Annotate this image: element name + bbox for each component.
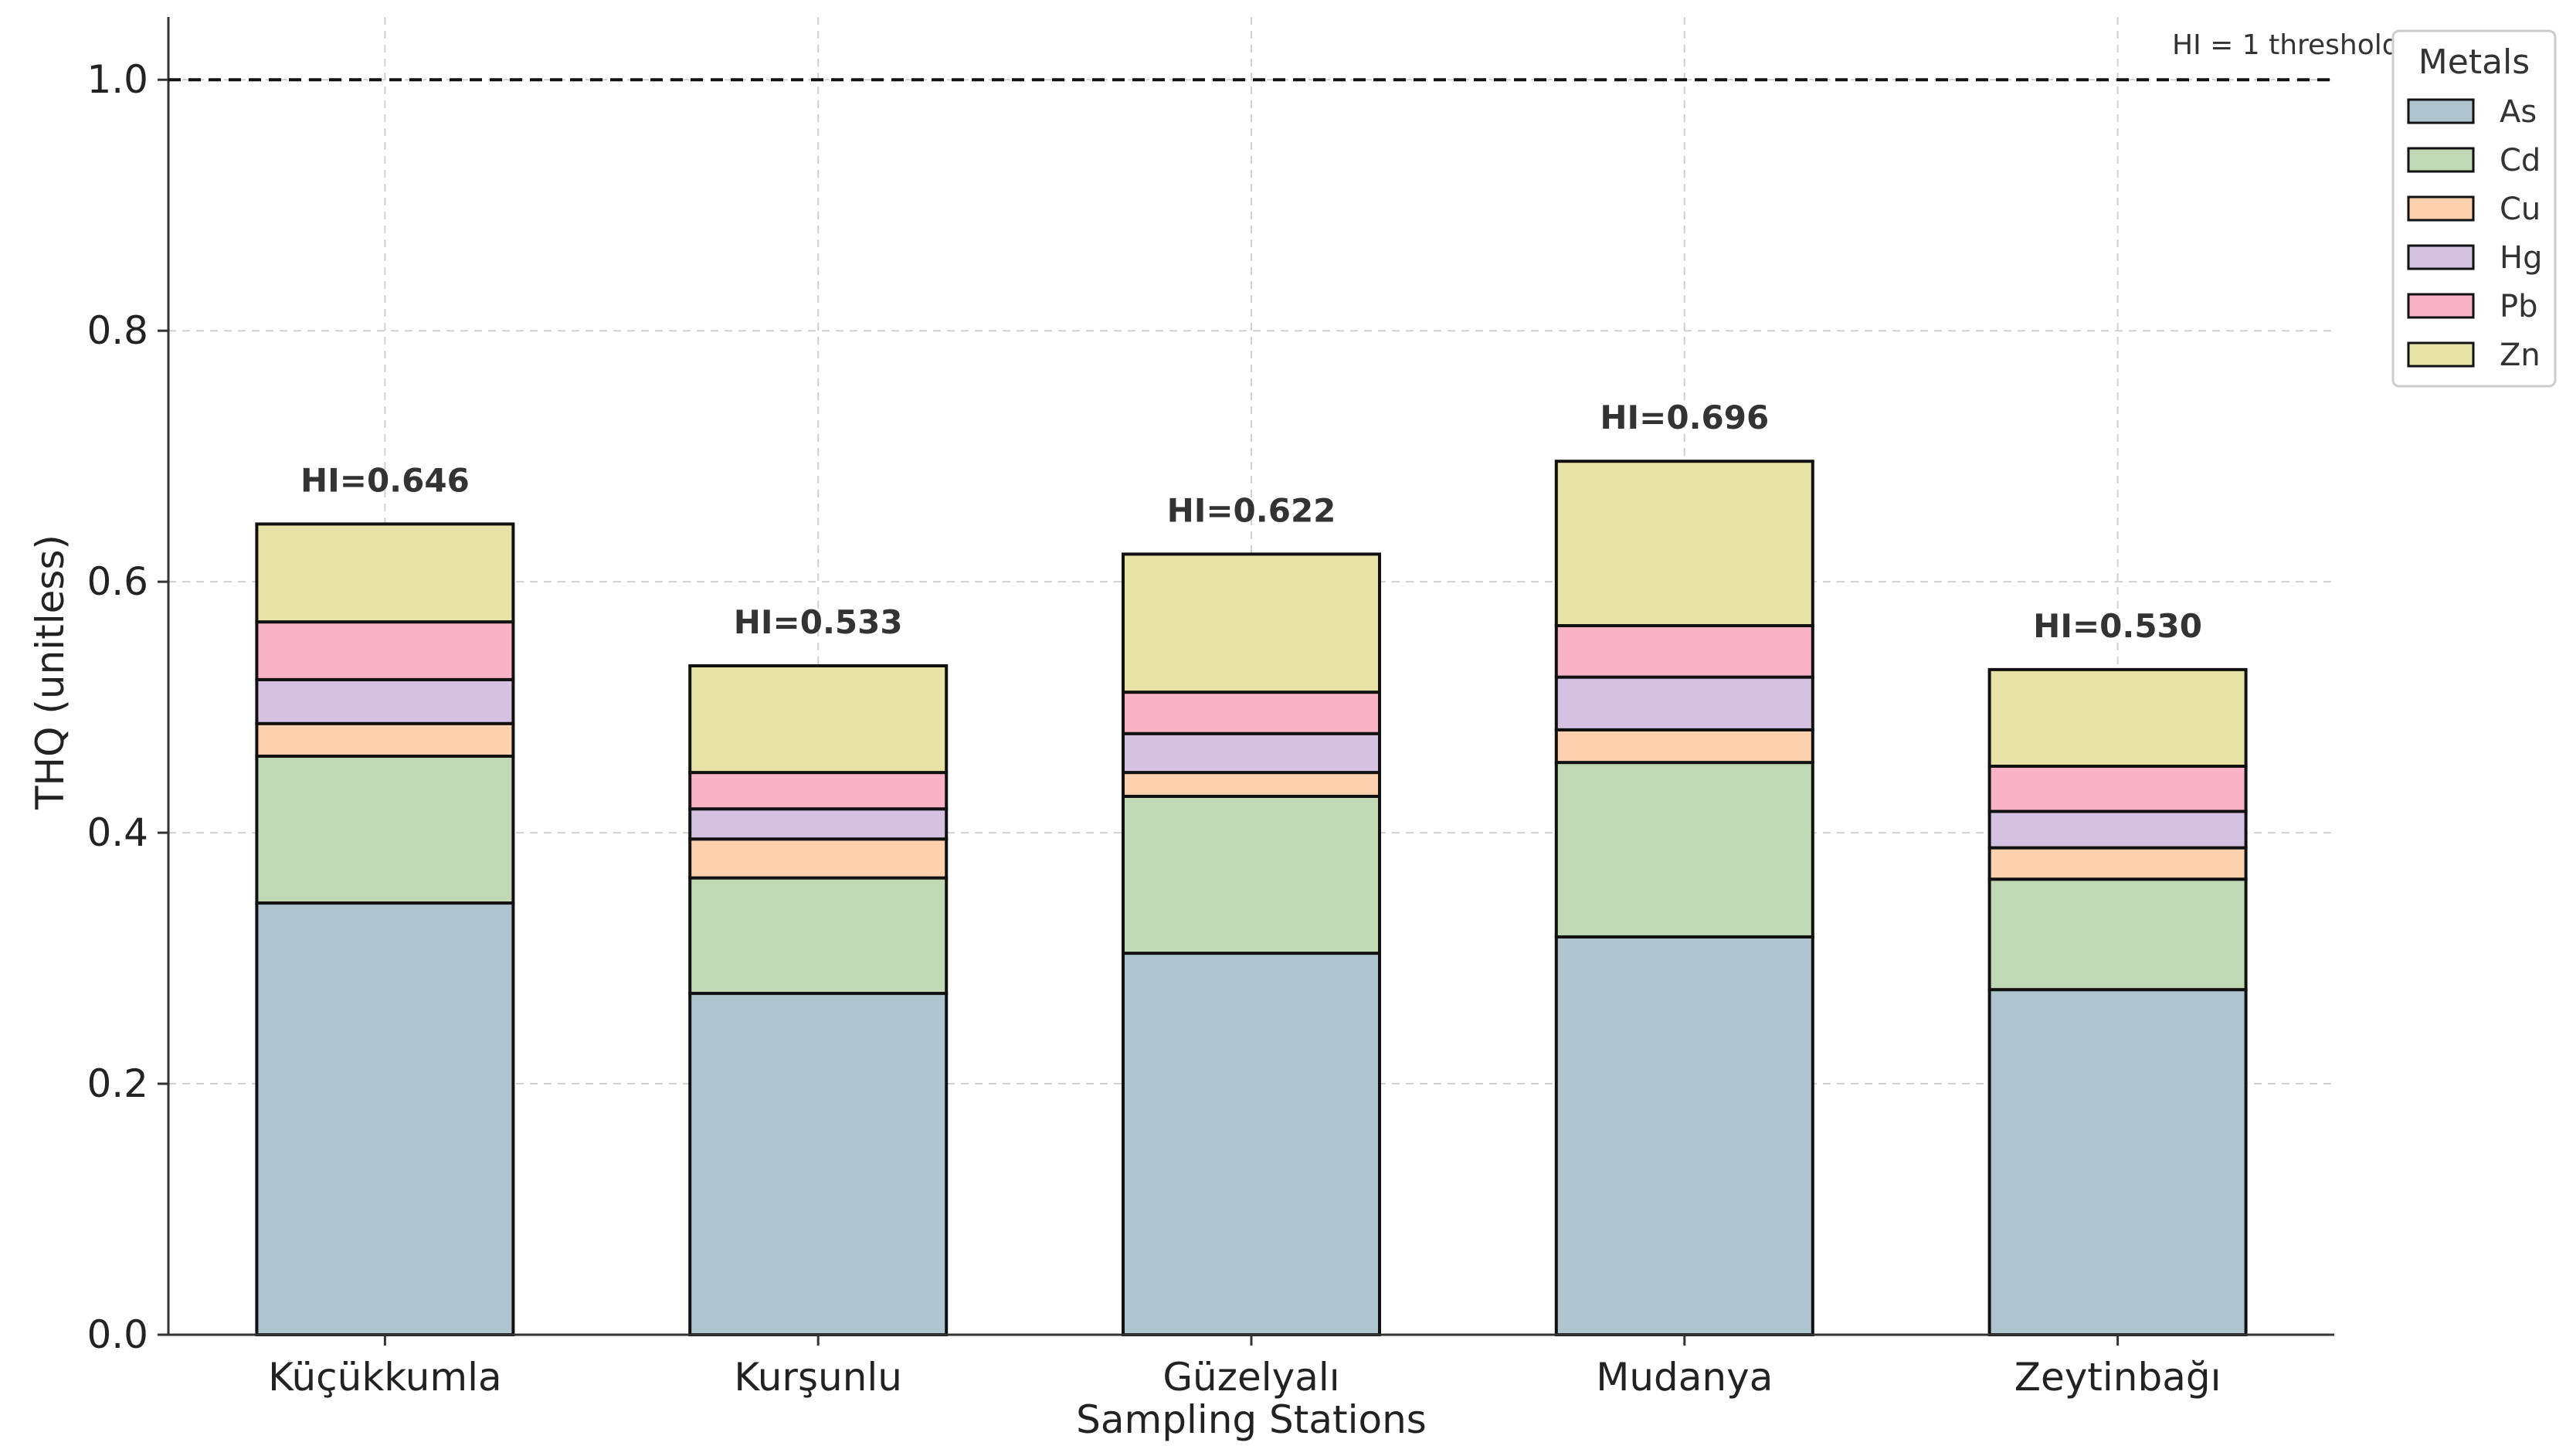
x-tick-label: Zeytinbağı: [2014, 1355, 2221, 1400]
x-axis-title: Sampling Stations: [1076, 1397, 1427, 1442]
y-tick-label: 0.2: [87, 1061, 148, 1106]
bar-segment-cu: [1122, 771, 1381, 798]
legend-label-cu: Cu: [2500, 192, 2541, 227]
bar-segment-cd: [1987, 877, 2248, 992]
bar-segment-hg: [1987, 809, 2248, 850]
hi-total-label: HI=0.530: [2033, 607, 2202, 645]
bar-segment-hg: [1122, 731, 1381, 775]
hi-total-label: HI=0.533: [734, 603, 903, 641]
x-tick-label: Kurşunlu: [734, 1355, 902, 1400]
bar-segment-cu: [688, 837, 949, 880]
y-tick-label: 1.0: [87, 57, 148, 102]
bar-segment-as: [688, 992, 949, 1337]
legend-label-pb: Pb: [2500, 289, 2538, 324]
bar-segment-zn: [1554, 460, 1814, 628]
threshold-line-group: HI = 1 threshold: [168, 29, 2400, 82]
bar-segment-pb: [1554, 624, 1814, 679]
bar-segment-zn: [255, 522, 515, 624]
bar-segment-zn: [1122, 552, 1381, 694]
axes: 0.0 0.2 0.4 0.6 0.8 1.0 Küçükkumla Kurşunlu Güze…: [87, 17, 2334, 1400]
bar-segment-cd: [255, 754, 515, 905]
threshold-label: HI = 1 threshold: [2172, 29, 2400, 61]
x-tick-label: Mudanya: [1596, 1355, 1773, 1400]
bar-segment-pb: [688, 771, 949, 811]
legend-label-hg: Hg: [2500, 240, 2542, 276]
legend: Metals As Cd Cu Hg Pb Zn: [2391, 29, 2557, 388]
y-tick-label: 0.6: [87, 559, 148, 604]
bar-segment-cu: [1987, 846, 2248, 881]
hi-total-label: HI=0.622: [1167, 491, 1336, 529]
legend-swatch-cd: [2407, 147, 2475, 173]
legend-label-cd: Cd: [2500, 143, 2541, 178]
legend-label-zn: Zn: [2500, 338, 2541, 373]
legend-swatch-as: [2407, 98, 2475, 124]
bar-segment-hg: [1554, 675, 1814, 731]
bar-segment-pb: [1122, 691, 1381, 735]
bar-segment-cu: [1554, 728, 1814, 765]
hi-total-label: HI=0.646: [300, 461, 470, 499]
bar-segment-as: [1987, 988, 2248, 1336]
bar-segment-as: [1554, 935, 1814, 1336]
y-tick-label: 0.8: [87, 308, 148, 353]
legend-swatch-hg: [2407, 244, 2475, 270]
bar-segment-hg: [688, 807, 949, 841]
bar-segment-hg: [255, 677, 515, 725]
legend-title: Metals: [2418, 42, 2530, 82]
bar-total-labels: HI=0.646 HI=0.533 HI=0.622 HI=0.696 HI=0.530: [300, 399, 2202, 645]
legend-swatch-pb: [2407, 293, 2475, 319]
bar-segment-cu: [255, 721, 515, 758]
hi-total-label: HI=0.696: [1600, 399, 1769, 436]
bar-segment-cd: [1122, 794, 1381, 955]
y-tick-label: 0.0: [87, 1312, 148, 1357]
x-tick-label: Güzelyalı: [1163, 1355, 1339, 1400]
y-tick-label: 0.4: [87, 810, 148, 855]
bar-stacks: [255, 460, 2248, 1337]
bar-segment-cd: [1554, 761, 1814, 938]
bar-segment-zn: [688, 664, 949, 775]
bar-segment-as: [255, 901, 515, 1336]
bar-segment-cd: [688, 876, 949, 996]
bar-segment-pb: [255, 620, 515, 681]
legend-swatch-zn: [2407, 341, 2475, 368]
legend-swatch-cu: [2407, 195, 2475, 222]
bar-segment-zn: [1987, 667, 2248, 768]
bar-segment-as: [1122, 952, 1381, 1336]
x-tick-label: Küçükkumla: [268, 1355, 501, 1400]
bar-segment-pb: [1987, 764, 2248, 813]
legend-label-as: As: [2500, 94, 2537, 130]
y-axis-title: THQ (unitless): [28, 535, 73, 810]
